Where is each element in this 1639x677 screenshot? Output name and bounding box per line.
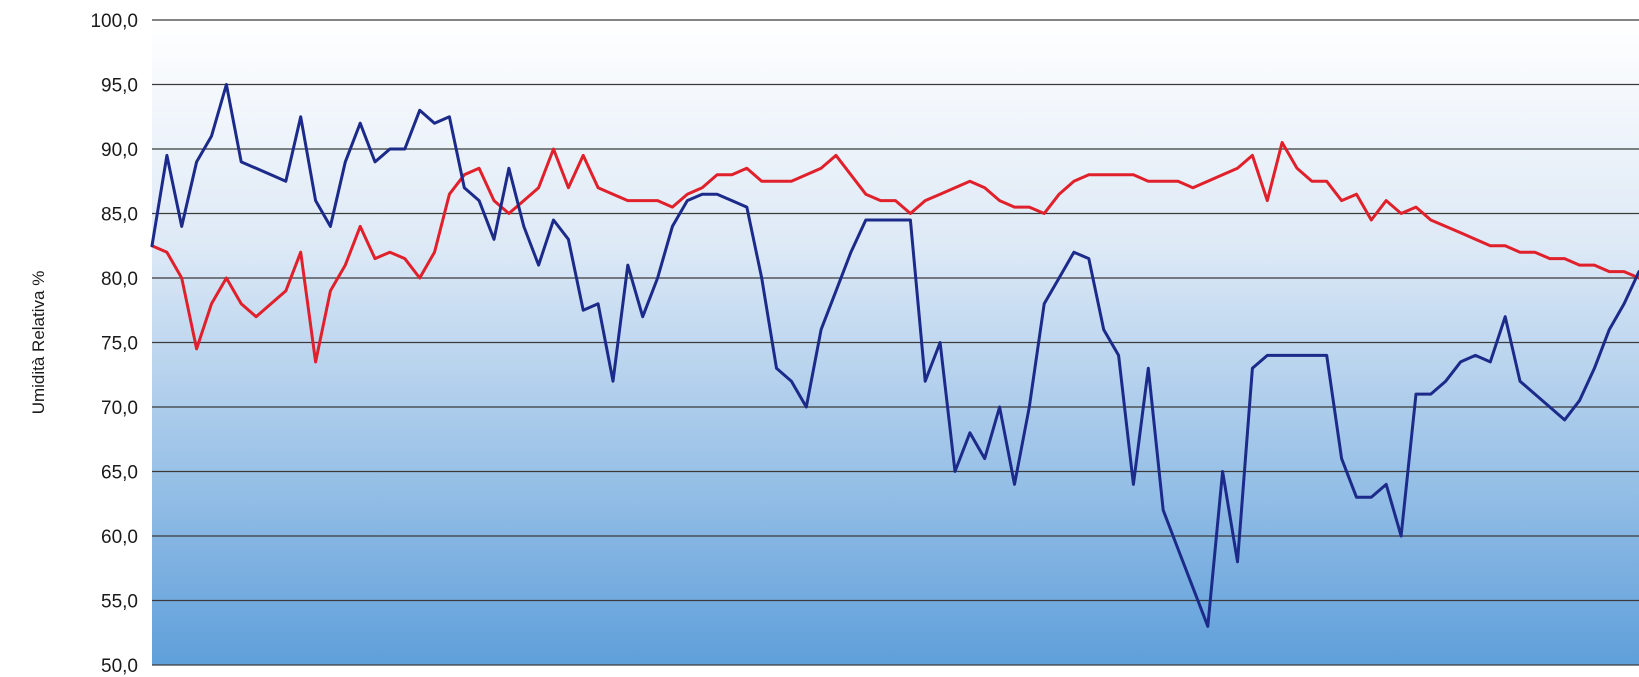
y-tick-label: 90,0	[101, 140, 138, 161]
y-tick-label: 70,0	[101, 398, 138, 419]
y-tick-label: 75,0	[101, 334, 138, 355]
y-axis-title: Umidità Relativa %	[29, 271, 48, 415]
y-axis-tick-labels: 50,0 55,0 60,0 65,0 70,0 75,0 80,0 85,0 90,0 95,0…	[90, 11, 138, 677]
y-tick-label: 100,0	[90, 11, 138, 32]
y-tick-label: 95,0	[101, 76, 138, 97]
y-tick-label: 80,0	[101, 269, 138, 290]
y-tick-label: 50,0	[101, 656, 138, 677]
y-tick-label: 85,0	[101, 205, 138, 226]
y-tick-label: 65,0	[101, 463, 138, 484]
y-tick-label: 60,0	[101, 527, 138, 548]
y-tick-label: 55,0	[101, 592, 138, 613]
